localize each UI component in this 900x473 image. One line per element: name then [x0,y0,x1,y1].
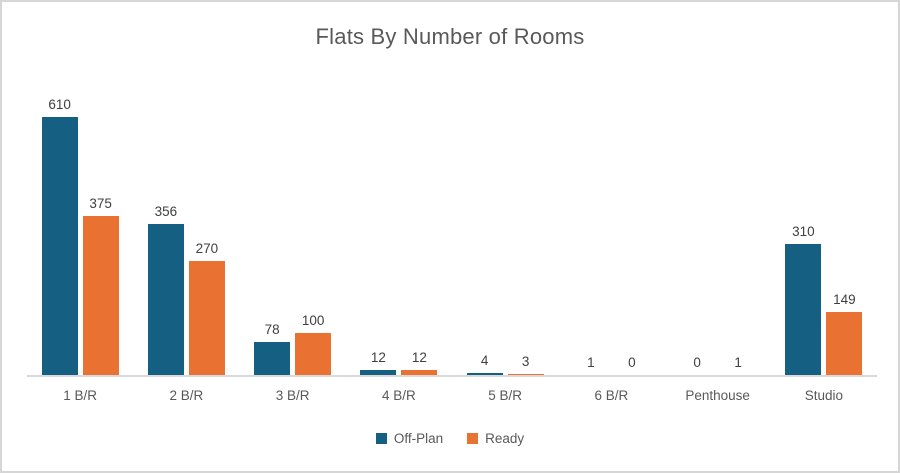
data-label-off-plan-studio: 310 [792,223,815,239]
bar-column-off-plan: 4 [466,353,503,375]
x-axis-label-1-b-r: 1 B/R [63,388,97,403]
bar-ready-5-b-r [507,373,544,375]
x-axis: 1 B/R 2 B/R 3 B/R 4 B/R 5 B/R 6 B/R Penthouse S… [27,388,877,403]
data-label-ready-2-b-r: 270 [195,240,219,256]
legend-label-ready: Ready [485,431,525,446]
off-plan-swatch-icon [375,433,387,444]
data-label-off-plan-6-b-r: 1 [587,354,595,370]
bar-column-ready: 270 [188,240,225,375]
ready-swatch-icon [467,433,479,444]
legend: Off-Plan Ready [2,431,898,446]
data-label-ready-6-b-r: 0 [628,355,636,370]
bar-off-plan-studio [785,243,822,375]
bar-column-off-plan: 356 [147,204,184,375]
data-label-ready-4-b-r: 12 [411,349,427,365]
data-label-off-plan-2-b-r: 356 [154,204,178,220]
bar-column-ready: 3 [507,353,544,375]
bar-column-ready: 375 [82,196,119,375]
x-axis-label-2-b-r: 2 B/R [169,388,204,403]
bar-group-3-b-r: 78 100 [240,90,346,375]
data-label-off-plan-penthouse: 0 [693,355,701,370]
plot-area: 610 375 356 270 78 100 12 12 4 3 1 0 0 1 310 149 [27,90,877,375]
legend-label-off-plan: Off-Plan [393,431,444,446]
bar-group-4-b-r: 12 12 [346,90,452,375]
data-label-ready-3-b-r: 100 [301,312,325,328]
bar-off-plan-1-b-r [41,116,78,375]
bar-group-studio: 310 149 [771,90,877,375]
legend-item-off-plan: Off-Plan [375,431,444,446]
data-label-off-plan-1-b-r: 610 [48,96,71,112]
bar-column-ready: 0 [614,355,650,375]
data-label-off-plan-3-b-r: 78 [264,322,280,337]
bar-column-off-plan: 310 [785,223,822,375]
bar-off-plan-5-b-r [466,373,503,375]
bar-column-off-plan: 12 [360,349,397,375]
bar-ready-4-b-r [401,369,438,375]
bar-column-ready: 149 [826,291,863,375]
x-axis-label-5-b-r: 5 B/R [488,388,522,403]
data-label-ready-studio: 149 [833,291,856,307]
x-axis-label-penthouse: Penthouse [685,388,750,403]
bar-column-off-plan: 78 [254,322,291,375]
x-axis-label-4-b-r: 4 B/R [381,388,416,403]
x-axis-label-3-b-r: 3 B/R [275,388,310,403]
bar-column-off-plan: 1 [572,354,609,375]
bar-off-plan-2-b-r [147,224,184,375]
legend-item-ready: Ready [467,431,524,446]
data-label-off-plan-5-b-r: 4 [480,353,489,369]
x-axis-line [27,375,877,377]
bar-column-ready: 12 [401,349,438,375]
bar-ready-3-b-r [295,332,332,375]
bar-group-2-b-r: 356 270 [133,90,239,375]
bar-ready-2-b-r [188,260,225,375]
bar-column-off-plan: 610 [41,96,78,375]
bar-group-1-b-r: 610 375 [27,90,133,375]
data-label-off-plan-4-b-r: 12 [370,349,386,365]
bar-column-ready: 1 [720,354,757,375]
bar-off-plan-3-b-r [254,342,291,375]
data-label-ready-5-b-r: 3 [521,353,530,369]
chart-title: Flats By Number of Rooms [315,24,585,49]
bar-column-off-plan: 0 [679,355,715,375]
data-label-ready-1-b-r: 375 [89,196,112,212]
x-axis-label-studio: Studio [804,388,844,403]
data-label-ready-penthouse: 1 [734,354,742,370]
bar-ready-studio [826,311,863,375]
bar-column-ready: 100 [295,312,332,375]
x-axis-label-6-b-r: 6 B/R [594,388,629,403]
bar-off-plan-4-b-r [360,369,397,375]
bar-ready-1-b-r [82,216,119,375]
